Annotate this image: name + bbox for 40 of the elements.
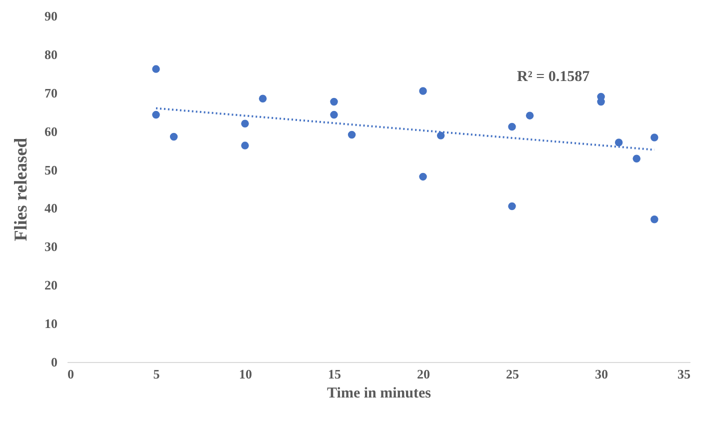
x-tick-label: 30	[595, 366, 608, 382]
x-tick-label: 15	[328, 366, 342, 382]
y-tick-label: 60	[44, 124, 58, 139]
x-tick-label: 10	[239, 366, 252, 382]
point	[436, 132, 445, 140]
point	[632, 154, 640, 162]
x-tick-label: 20	[417, 366, 430, 382]
point	[526, 112, 534, 120]
point	[650, 216, 658, 224]
y-tick-label: 90	[44, 8, 58, 24]
point	[508, 122, 516, 131]
point	[508, 202, 516, 210]
y-tick-label: 50	[44, 162, 58, 178]
point	[152, 110, 160, 119]
y-tick-label: 40	[44, 200, 58, 216]
x-tick-label: 5	[153, 366, 160, 382]
point	[258, 94, 267, 103]
y-tick-label: 0	[51, 354, 58, 370]
point	[419, 87, 427, 95]
x-tick-label: 0	[68, 366, 74, 382]
point	[241, 120, 249, 128]
annotation: R² = 0.1587	[517, 69, 590, 85]
point	[614, 138, 623, 146]
y-tick-label: 30	[44, 239, 58, 254]
x-axis-title: Time in minutes	[327, 386, 432, 402]
x-tick-label: 25	[506, 366, 520, 382]
y-tick-label: 80	[44, 46, 58, 62]
point	[419, 172, 427, 181]
point	[330, 110, 338, 119]
y-tick-label: 70	[44, 85, 58, 100]
y-axis-title: Flies released	[10, 138, 30, 242]
point	[348, 130, 356, 139]
point	[330, 98, 338, 106]
y-tick-label: 10	[44, 316, 58, 332]
point	[170, 132, 178, 141]
point	[650, 134, 658, 142]
y-tick-label: 20	[44, 278, 58, 293]
x-tick-label: 35	[678, 366, 691, 382]
point	[241, 142, 249, 150]
point	[152, 65, 160, 73]
